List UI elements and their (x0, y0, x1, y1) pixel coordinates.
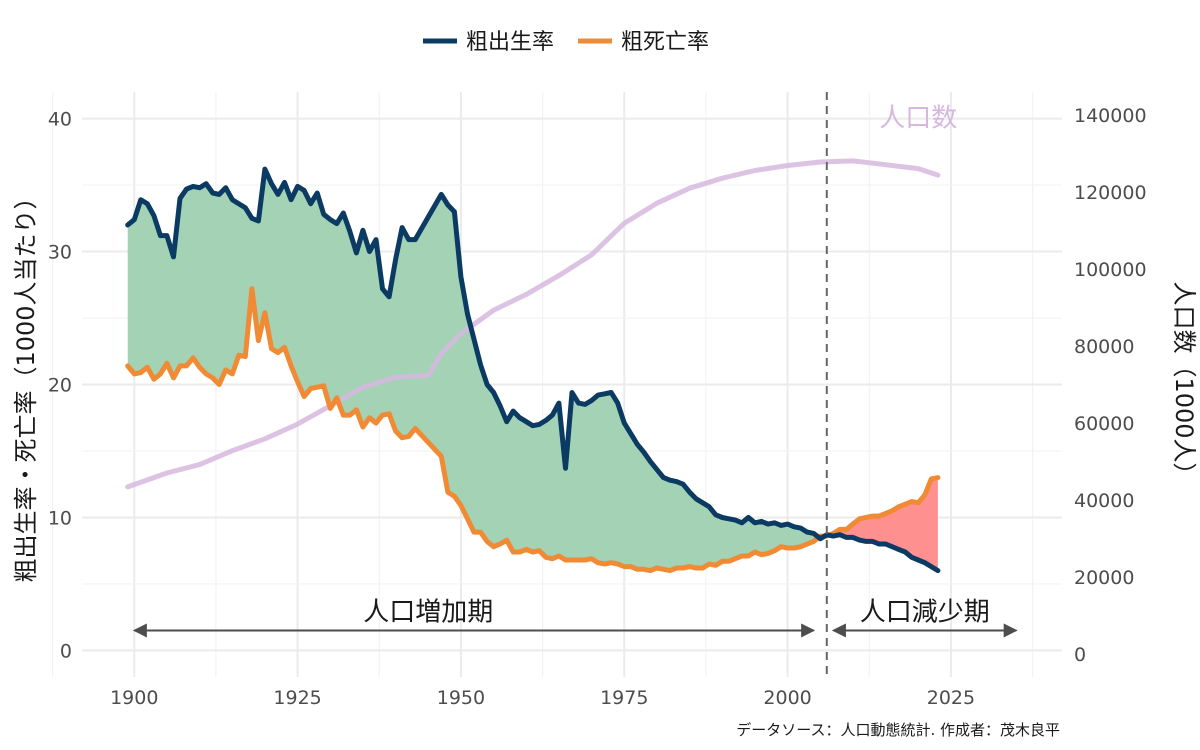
y-right-tick-label: 60000 (1074, 413, 1134, 435)
x-tick-label: 1975 (600, 687, 648, 709)
rate-series (125, 166, 941, 574)
birth-rate-line (125, 166, 941, 574)
x-tick-label: 1950 (437, 687, 485, 709)
caption: データソース：人口動態統計. 作成者：茂木良平 (736, 721, 1060, 739)
y-left-tick-label: 30 (48, 242, 72, 264)
y-left-tick-label: 10 (48, 507, 72, 529)
y-right-tick-label: 120000 (1074, 182, 1147, 204)
y-left-tick-label: 40 (48, 109, 72, 131)
x-tick-label: 1925 (273, 687, 321, 709)
legend-birth-label: 粗出生率 (466, 30, 554, 55)
population-series-label: 人口数 (879, 104, 957, 134)
y-right-tick-label: 20000 (1074, 567, 1134, 589)
x-tick-label: 2000 (763, 687, 811, 709)
axis-ticks: 1900 1925 1950 1975 2000 2025 0 10 20 30 40 0 20000 4… (48, 105, 1147, 709)
legend-death-label: 粗死亡率 (621, 30, 709, 55)
population-series (125, 158, 941, 490)
area-fills (127, 169, 938, 571)
x-tick-label: 1900 (110, 687, 158, 709)
y-right-tick-label: 40000 (1074, 490, 1134, 512)
y-axis-left-title: 粗出生率・死亡率（1000人当たり） (12, 185, 40, 582)
y-right-tick-label: 0 (1074, 644, 1086, 666)
death-rate-line (125, 286, 941, 574)
y-right-tick-label: 80000 (1074, 336, 1134, 358)
population-line (125, 158, 941, 490)
y-right-tick-label: 140000 (1074, 105, 1147, 127)
grid-lines (51, 92, 1062, 677)
x-tick-label: 2025 (927, 687, 975, 709)
natural-increase-area (127, 169, 827, 571)
annotations: 人口増加期 人口減少期 (132, 92, 1018, 677)
y-left-tick-label: 20 (48, 375, 72, 397)
y-right-tick-label: 100000 (1074, 259, 1147, 281)
y-axis-right-title: 人口数（1000人） (1170, 281, 1198, 486)
y-left-tick-label: 0 (60, 640, 72, 662)
natural-decrease-area (826, 477, 938, 571)
period-label: 人口増加期 (363, 597, 493, 627)
legend: 粗出生率 粗死亡率 (423, 30, 709, 55)
period-label: 人口減少期 (860, 597, 990, 627)
